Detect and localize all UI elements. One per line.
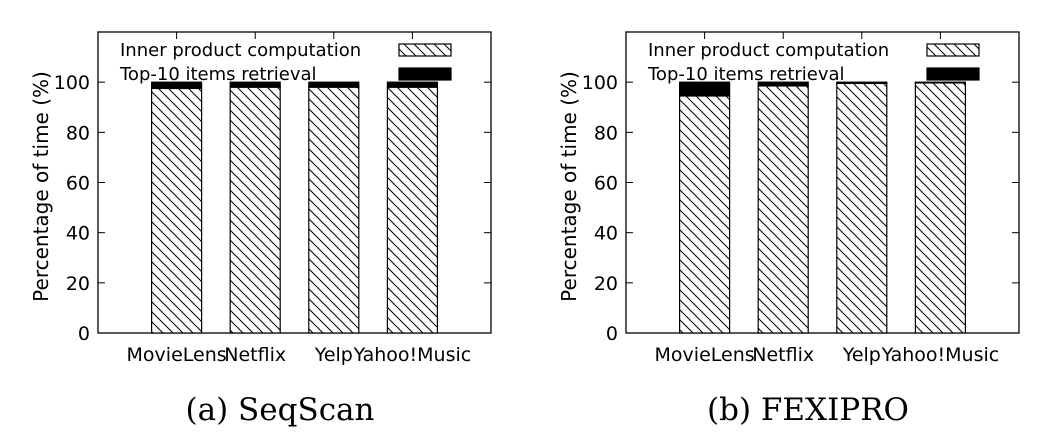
bar-top10-retrieval-netflix bbox=[757, 81, 809, 87]
bar-inner-product-netflix bbox=[757, 85, 809, 334]
bar-inner-product-yelp bbox=[836, 82, 888, 334]
legend-swatch bbox=[398, 43, 452, 57]
bar-inner-product-movielens bbox=[151, 87, 203, 334]
bar-top10-retrieval-yahoomusic bbox=[386, 81, 438, 88]
x-tick-label: Yelp bbox=[314, 344, 353, 366]
legend-swatch bbox=[398, 67, 452, 81]
x-tick-label: MovieLens bbox=[127, 344, 227, 366]
bar-top10-retrieval-movielens bbox=[678, 81, 731, 97]
bar-inner-product-movielens bbox=[678, 95, 731, 334]
y-tick-label: 100 bbox=[54, 72, 90, 94]
y-axis-label: Percentage of time (%) bbox=[557, 71, 581, 302]
bar-top10-retrieval-movielens bbox=[151, 81, 203, 90]
bar-top10-retrieval-yahoomusic bbox=[914, 81, 967, 84]
legend-swatch bbox=[926, 43, 980, 57]
x-tick-label: MovieLens bbox=[655, 344, 755, 366]
bar-inner-product-yahoomusic bbox=[914, 82, 967, 334]
bar-top10-retrieval-yelp bbox=[308, 81, 360, 88]
y-tick-label: 20 bbox=[66, 273, 90, 295]
chart-caption: (b) FEXIPRO bbox=[707, 392, 909, 428]
bar-top10-retrieval-yelp bbox=[836, 81, 888, 85]
x-tick-label: Yahoo!Music bbox=[353, 344, 472, 366]
y-tick-label: 0 bbox=[606, 323, 618, 345]
y-tick-label: 60 bbox=[594, 173, 618, 195]
bar-inner-product-yelp bbox=[308, 86, 360, 334]
legend-label: Inner product computation bbox=[120, 40, 361, 61]
y-tick-label: 80 bbox=[594, 122, 618, 144]
y-tick-label: 60 bbox=[66, 173, 90, 195]
y-tick-label: 20 bbox=[594, 273, 618, 295]
x-tick-label: Netflix bbox=[752, 344, 814, 366]
y-tick-label: 100 bbox=[582, 72, 618, 94]
y-tick-label: 0 bbox=[78, 323, 90, 345]
legend-label: Top-10 items retrieval bbox=[119, 64, 317, 85]
legend-label: Inner product computation bbox=[648, 40, 889, 61]
y-tick-label: 40 bbox=[66, 223, 90, 245]
bar-top10-retrieval-netflix bbox=[229, 81, 281, 88]
y-axis-label: Percentage of time (%) bbox=[29, 71, 53, 302]
bar-inner-product-netflix bbox=[229, 86, 281, 334]
x-tick-label: Yelp bbox=[842, 344, 881, 366]
x-tick-label: Yahoo!Music bbox=[881, 344, 1000, 366]
x-tick-label: Netflix bbox=[224, 344, 286, 366]
bar-inner-product-yahoomusic bbox=[386, 86, 438, 334]
legend-label: Top-10 items retrieval bbox=[647, 64, 845, 85]
y-tick-label: 80 bbox=[66, 122, 90, 144]
chart-caption: (a) SeqScan bbox=[186, 392, 375, 428]
y-tick-label: 40 bbox=[594, 223, 618, 245]
legend-swatch bbox=[926, 67, 980, 81]
